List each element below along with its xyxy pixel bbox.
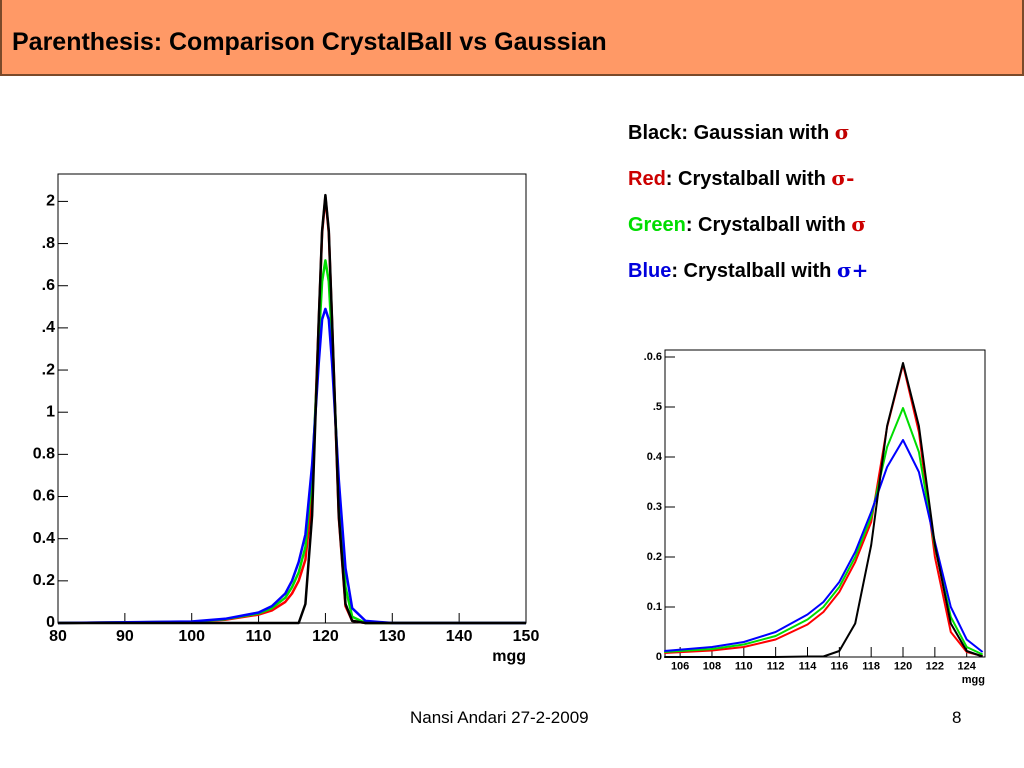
- legend-symbol: σ+: [836, 258, 869, 282]
- y-tick-label: 0.2: [33, 572, 55, 589]
- x-tick-label: 100: [178, 628, 205, 645]
- y-tick-label: .8: [42, 235, 55, 252]
- legend-text: : Crystalball with: [685, 214, 852, 236]
- x-axis-label: mgg: [962, 674, 985, 686]
- legend-symbol: σ-: [831, 166, 855, 190]
- legend-text: : Crystalball with: [665, 168, 832, 190]
- x-tick-label: 108: [703, 660, 721, 672]
- x-tick-label: 120: [894, 660, 912, 672]
- legend-name: Green: [628, 214, 686, 236]
- plot-frame: [57, 173, 527, 624]
- y-tick-label: .2: [42, 361, 55, 378]
- x-tick-label: 112: [767, 660, 785, 672]
- y-tick-label: 0: [656, 651, 662, 663]
- y-tick-label: 2: [46, 193, 55, 210]
- footer-author: Nansi Andari 27-2-2009: [410, 708, 589, 727]
- x-tick-label: 118: [862, 660, 880, 672]
- legend-item: Red: Crystalball with σ-: [628, 166, 854, 191]
- y-tick-label: .0.6: [644, 351, 662, 363]
- x-tick-label: 110: [246, 628, 272, 645]
- y-tick-label: 0.8: [33, 446, 55, 463]
- legend-symbol: σ: [834, 120, 850, 144]
- y-tick-label: 0.6: [33, 488, 55, 505]
- legend-symbol: σ: [851, 212, 867, 236]
- x-tick-label: 90: [116, 628, 134, 645]
- legend-name: Black: [628, 122, 682, 144]
- x-tick-label: 106: [671, 660, 689, 672]
- legend-name: Blue: [628, 260, 672, 282]
- legend-item: Black: Gaussian with σ: [628, 120, 849, 145]
- y-tick-label: 0.2: [647, 551, 662, 563]
- y-tick-label: .4: [42, 319, 55, 336]
- y-tick-label: .6: [42, 277, 55, 294]
- x-tick-label: 114: [799, 660, 818, 672]
- curve: [664, 439, 984, 653]
- title-bar: Parenthesis: Comparison CrystalBall vs G…: [0, 0, 1024, 76]
- x-tick-label: 120: [312, 628, 339, 645]
- curve: [664, 363, 983, 657]
- x-tick-label: 122: [926, 660, 944, 672]
- x-tick-label: 140: [446, 628, 473, 645]
- legend-item: Green: Crystalball with σ: [628, 212, 866, 237]
- slide-title: Parenthesis: Comparison CrystalBall vs G…: [12, 28, 607, 56]
- page-number: 8: [952, 708, 962, 727]
- legend-name: Red: [628, 168, 666, 190]
- x-tick-label: 130: [379, 628, 406, 645]
- x-tick-label: 116: [830, 660, 848, 672]
- y-tick-label: 0.3: [647, 501, 662, 513]
- y-tick-label: 0.1: [647, 601, 662, 613]
- y-tick-label: 0.4: [647, 451, 663, 463]
- x-tick-label: 150: [513, 628, 540, 645]
- legend-text: : Crystalball with: [671, 260, 837, 282]
- curve: [57, 307, 526, 625]
- curve: [664, 362, 983, 658]
- y-tick-label: 1: [46, 403, 55, 420]
- y-tick-label: 0: [46, 614, 55, 631]
- x-tick-label: 80: [49, 628, 67, 645]
- y-tick-label: .5: [653, 401, 662, 413]
- x-axis-label: mgg: [492, 648, 526, 665]
- curve: [58, 193, 526, 625]
- legend-text: : Gaussian with: [681, 122, 835, 144]
- x-tick-label: 124: [958, 660, 977, 672]
- legend-item: Blue: Crystalball with σ+: [628, 258, 868, 283]
- y-tick-label: 0.4: [33, 530, 55, 547]
- x-tick-label: 110: [735, 660, 753, 672]
